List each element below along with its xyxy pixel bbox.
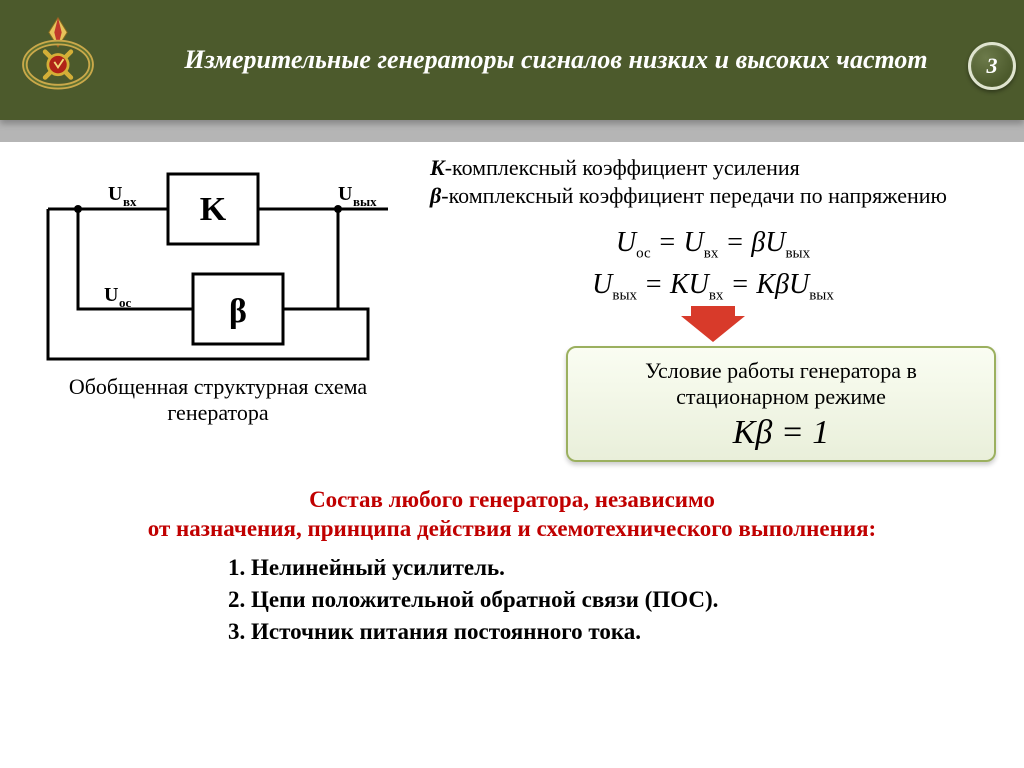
list-item: 3. Источник питания постоянного тока. xyxy=(228,616,996,648)
page-number-badge: 3 xyxy=(968,42,1016,90)
svg-text:U: U xyxy=(104,284,118,306)
arrow-down-icon xyxy=(681,316,745,342)
composition-line1: Состав любого генератора, независимо xyxy=(28,486,996,515)
stationary-condition-box: Условие работы генератора в стационарном… xyxy=(566,346,996,463)
svg-text:вх: вх xyxy=(123,194,137,209)
slide-title: Измерительные генераторы сигналов низких… xyxy=(108,43,1024,77)
k-symbol: K xyxy=(430,155,445,180)
emblem-icon xyxy=(8,10,108,110)
separator-strip xyxy=(0,120,1024,142)
formulas-block: Uос = Uвх = βUвых Uвых = KUвх = KβUвых xyxy=(430,223,996,308)
svg-text:ос: ос xyxy=(119,295,132,310)
diagram-caption: Обобщенная структурная схема генератора xyxy=(28,374,408,427)
equation-2: Uвых = KUвх = KβUвых xyxy=(430,265,996,307)
svg-text:вых: вых xyxy=(353,194,377,209)
beta-definition: -комплексный коэффициент передачи по нап… xyxy=(441,183,947,208)
slide-content: K β U вх U вых U ос Обобщенная структурн… xyxy=(0,142,1024,649)
list-item: 2. Цепи положительной обратной связи (ПО… xyxy=(228,584,996,616)
svg-text:U: U xyxy=(338,183,352,205)
coefficient-definitions: K-комплексный коэффициент усиления β-ком… xyxy=(430,154,996,209)
list-item: 1. Нелинейный усилитель. xyxy=(228,552,996,584)
composition-list: 1. Нелинейный усилитель. 2. Цепи положит… xyxy=(28,552,996,649)
composition-line2: от назначения, принципа действия и схемо… xyxy=(28,515,996,544)
svg-text:β: β xyxy=(229,293,247,330)
k-definition: -комплексный коэффициент усиления xyxy=(445,155,800,180)
slide-header: Измерительные генераторы сигналов низких… xyxy=(0,0,1024,120)
generator-block-diagram: K β U вх U вых U ос xyxy=(38,154,398,364)
condition-text: Условие работы генератора в стационарном… xyxy=(582,358,980,411)
equation-1: Uос = Uвх = βUвых xyxy=(430,223,996,265)
composition-heading: Состав любого генератора, независимо от … xyxy=(28,486,996,544)
svg-text:K: K xyxy=(200,191,227,228)
beta-symbol: β xyxy=(430,183,441,208)
condition-equation: Kβ = 1 xyxy=(582,414,980,452)
svg-text:U: U xyxy=(108,183,122,205)
